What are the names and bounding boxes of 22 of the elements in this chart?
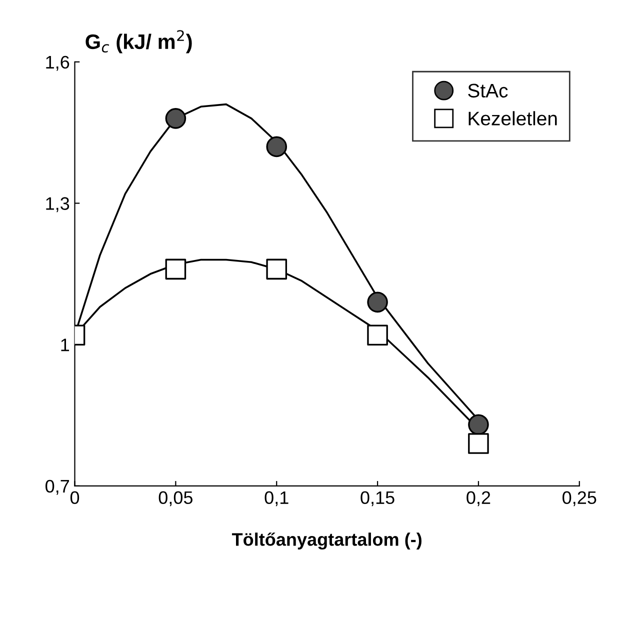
point	[266, 136, 288, 158]
x-tick-label: 0,2	[466, 491, 490, 506]
point	[367, 324, 388, 346]
point	[165, 108, 186, 129]
x-axis-title: Töltőanyagtartalom (-)	[232, 532, 422, 550]
y-tick-label: 1,6	[46, 56, 70, 71]
point	[468, 433, 489, 454]
point	[266, 258, 288, 280]
x-tick-label: 0,25	[562, 491, 596, 506]
point	[165, 258, 186, 280]
x-tick-label: 0	[70, 491, 80, 504]
legend-label: Kezeletlen	[468, 111, 557, 126]
y-axis-title: G$_{c}$ (kJ/ m$^{2}$)	[86, 30, 192, 54]
point	[367, 292, 388, 313]
x-tick-label: 0,05	[158, 491, 192, 506]
x-tick-label: 0,15	[360, 491, 394, 506]
y-tick-label: 1	[61, 338, 70, 352]
legend-label: StAc	[468, 84, 508, 98]
x-tick-label: 0,1	[264, 491, 288, 506]
y-tick-label: 1,3	[46, 197, 70, 212]
point	[468, 414, 489, 436]
y-tick-label: 0,7	[46, 480, 69, 495]
